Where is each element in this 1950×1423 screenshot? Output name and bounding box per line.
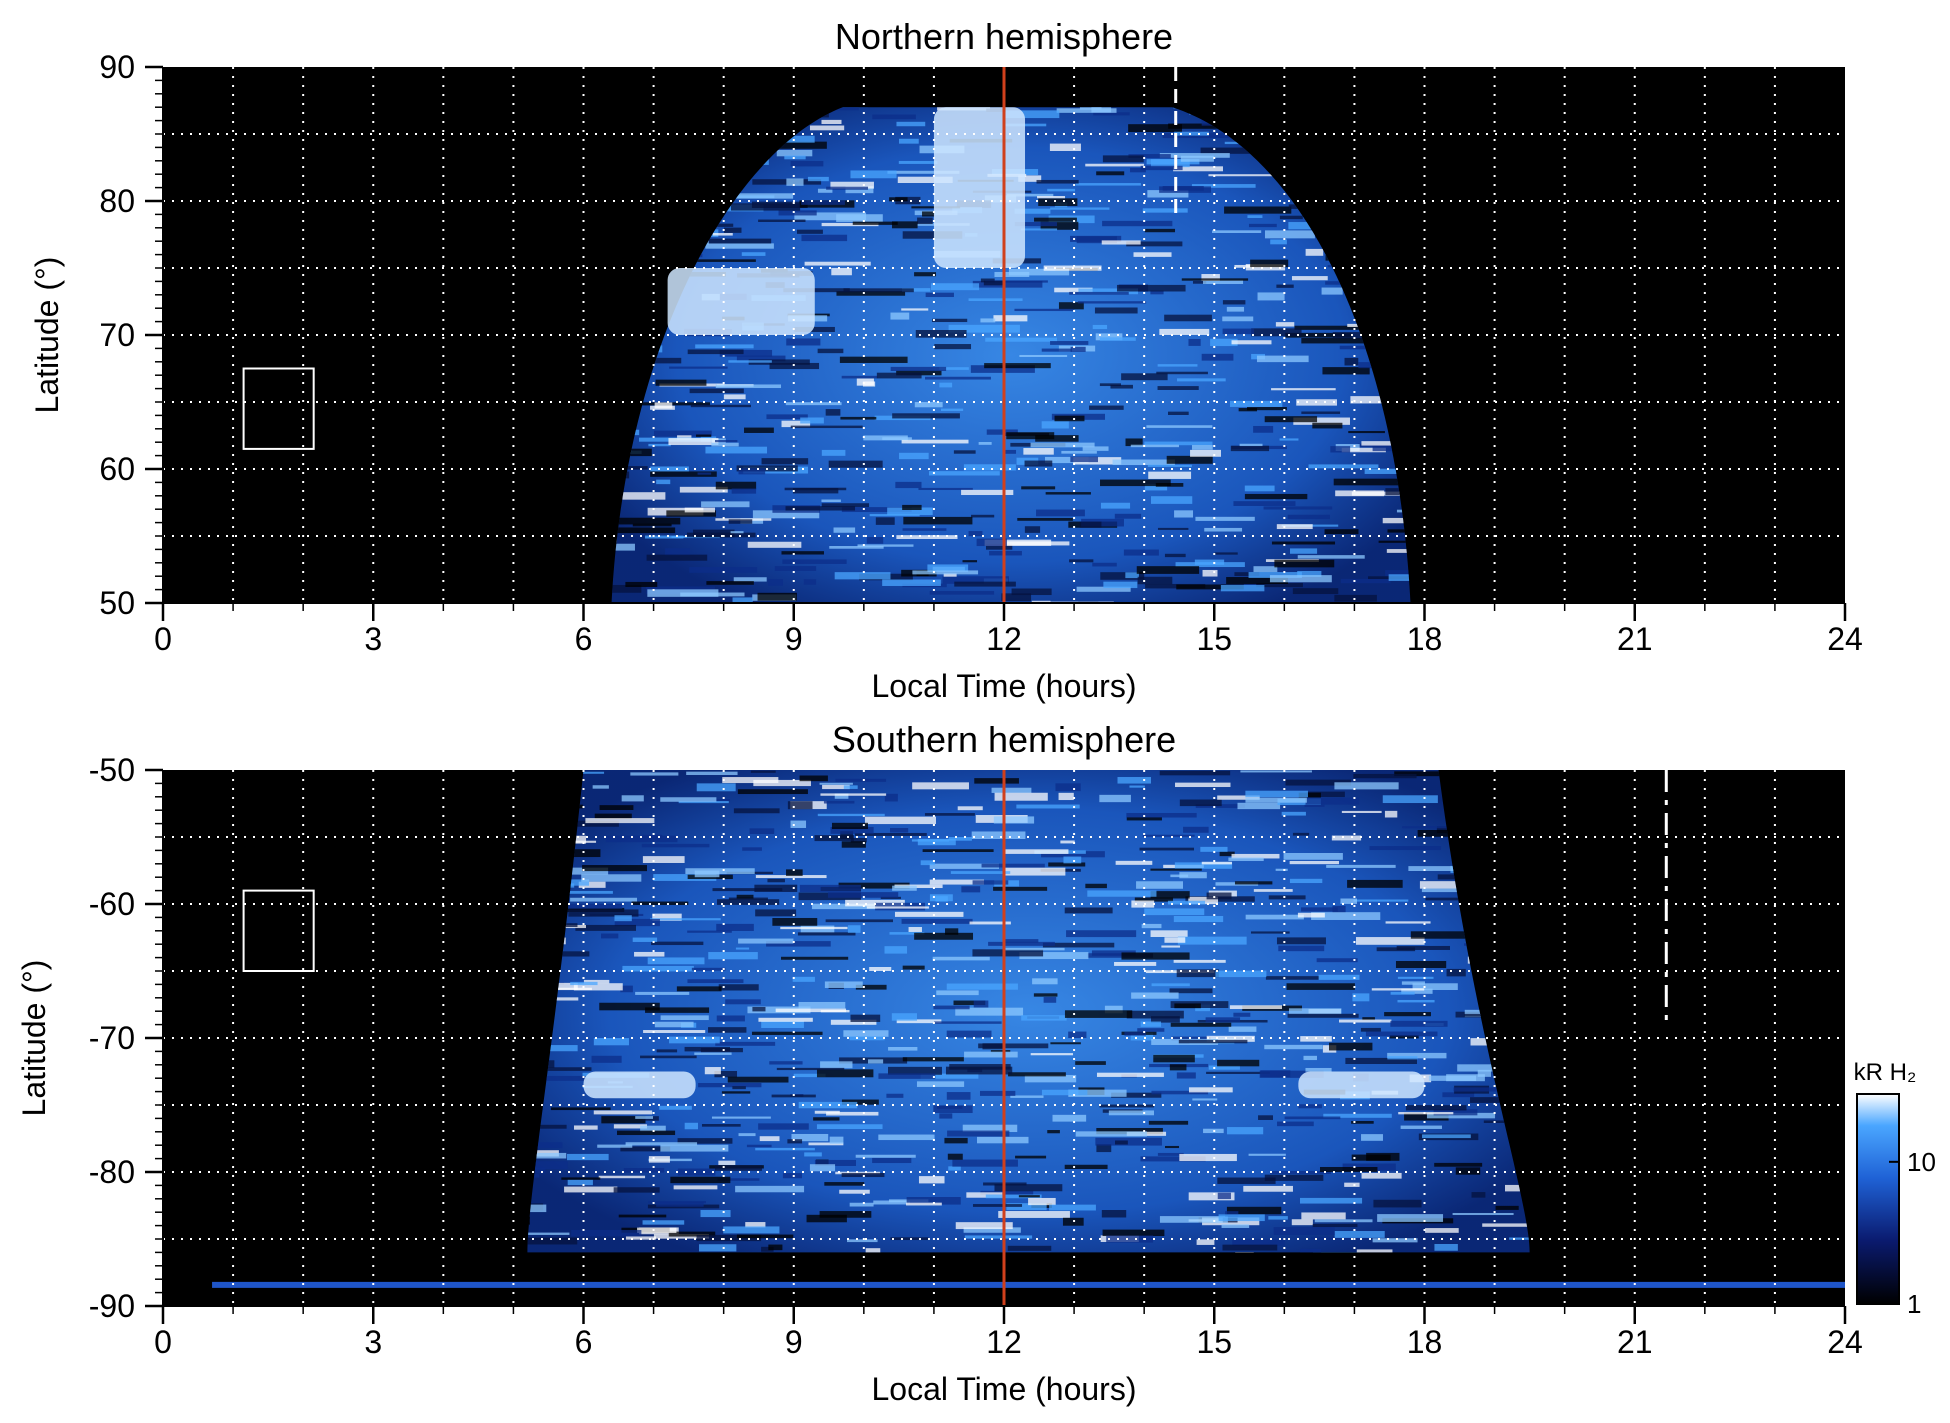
x-tick-label: 3 [364,1324,382,1360]
bright-feature-south [583,1071,696,1099]
y-tick-label: -70 [89,1020,135,1056]
x-tick-label: 15 [1196,1324,1232,1360]
x-tick-label: 24 [1827,621,1863,657]
grid-north [163,67,1845,603]
y-tick-label: 60 [99,451,135,487]
colorbar: kR H₂ 1 10 [1854,1059,1936,1319]
y-tick-label: 70 [99,317,135,353]
colorbar-gradient [1856,1093,1900,1305]
x-tick-label: 3 [364,621,382,657]
x-tick-label: 15 [1196,621,1232,657]
polar-band-south [212,1281,1845,1288]
bright-feature-north [933,107,1026,268]
y-tick-label: -90 [89,1288,135,1324]
grid-south [163,770,1845,1306]
x-axis-label-north: Local Time (hours) [872,668,1137,704]
x-tick-label: 21 [1617,1324,1653,1360]
reference-box-south [242,889,315,972]
x-tick-label: 9 [785,1324,803,1360]
y-axis-label-north: Latitude (°) [29,257,65,414]
panel-south: Southern hemisphere 0 3 6 9 12 15 18 21 24 -50 -60… [16,719,1863,1407]
x-tick-label: 12 [986,1324,1022,1360]
y-tick-label: -80 [89,1154,135,1190]
colorbar-tick-label: 1 [1907,1289,1921,1319]
y-tick-label: 50 [99,585,135,621]
x-tick-label: 9 [785,621,803,657]
bright-feature-south [1298,1071,1425,1099]
y-tick-label: -60 [89,886,135,922]
panel-north-title: Northern hemisphere [835,16,1173,57]
y-tick-label: 90 [99,49,135,85]
axes-south: 0 3 6 9 12 15 18 21 24 -50 -60 -70 -80 -90 [89,752,1863,1360]
x-tick-label: 0 [154,621,172,657]
colorbar-ticks: 1 10 [1889,1147,1936,1319]
x-tick-label: 24 [1827,1324,1863,1360]
axes-north: 0 3 6 9 12 15 18 21 24 50 60 70 80 90 [99,49,1862,657]
panel-north: Northern hemisphere 0 3 6 9 12 15 18 21 24 50 60 70… [29,16,1863,704]
x-tick-label: 6 [575,1324,593,1360]
x-tick-label: 21 [1617,621,1653,657]
reference-box-north [242,367,315,450]
x-axis-label-south: Local Time (hours) [872,1371,1137,1407]
x-tick-label: 18 [1407,1324,1443,1360]
x-tick-label: 18 [1407,621,1443,657]
colorbar-tick-label: 10 [1907,1147,1936,1177]
x-tick-label: 0 [154,1324,172,1360]
x-tick-label: 12 [986,621,1022,657]
bright-feature-north [667,268,815,335]
colorbar-title: kR H₂ [1854,1059,1917,1086]
y-axis-label-south: Latitude (°) [16,960,52,1117]
emission-region-south [212,770,1845,1288]
x-tick-label: 6 [575,621,593,657]
y-tick-label: 80 [99,183,135,219]
y-tick-label: -50 [89,752,135,788]
panel-south-title: Southern hemisphere [832,719,1176,760]
emission-texture-south [527,770,1530,1253]
